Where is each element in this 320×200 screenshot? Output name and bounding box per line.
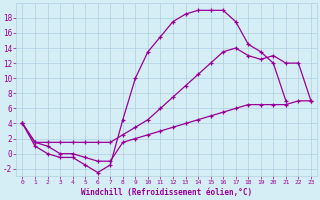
X-axis label: Windchill (Refroidissement éolien,°C): Windchill (Refroidissement éolien,°C) xyxy=(81,188,252,197)
